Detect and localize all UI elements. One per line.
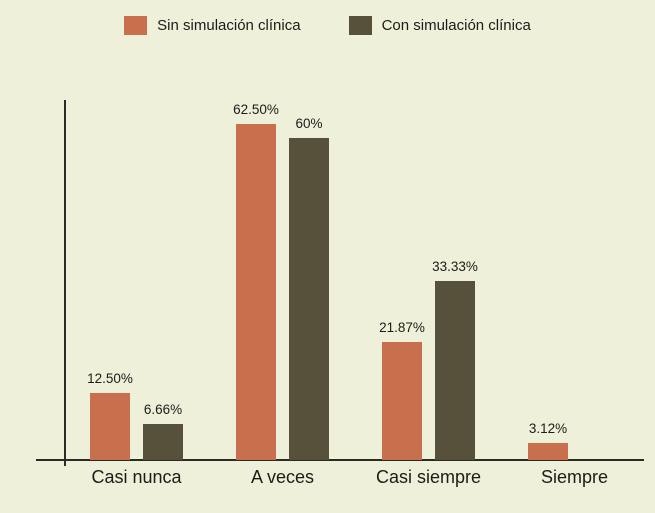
bar-value-label: 12.50%	[87, 371, 133, 386]
bar-value-label: 21.87%	[379, 320, 425, 335]
bar-sin-a-veces: 62.50%	[233, 102, 279, 460]
chart-legend: Sin simulación clínica Con simulación clí…	[0, 16, 655, 35]
bar-con-a-veces: 60%	[289, 116, 329, 460]
bars-area: 12.50% 6.66% 62.50% 60% 21.87% 33.33% 3.12%	[66, 100, 645, 460]
bar-con-casi-siempre: 33.33%	[432, 259, 478, 460]
legend-label: Sin simulación clínica	[157, 17, 301, 34]
bar-group-casi-siempre: 21.87% 33.33%	[379, 259, 478, 460]
legend-item-sin-simulacion-clinica: Sin simulación clínica	[124, 16, 301, 35]
bar-sin-siempre: 3.12%	[528, 421, 568, 460]
bar-value-label: 6.66%	[143, 402, 183, 417]
bar-sin-casi-siempre: 21.87%	[379, 320, 425, 460]
legend-label: Con simulación clínica	[381, 17, 531, 34]
bar-value-label: 62.50%	[233, 102, 279, 117]
legend-swatch-2	[348, 16, 372, 35]
legend-item-con-simulacion-clinica: Con simulación clínica	[348, 16, 531, 35]
y-axis-line	[64, 100, 66, 466]
x-axis-label-casi-nunca: Casi nunca	[91, 467, 182, 487]
x-axis-line	[36, 459, 644, 461]
bar-group-a-veces: 62.50% 60%	[233, 102, 329, 460]
x-axis-label-casi-siempre: Casi siempre	[375, 467, 482, 487]
plot-area: 12.50% 6.66% 62.50% 60% 21.87% 33.33% 3.12%	[66, 100, 645, 460]
bar-value-label: 33.33%	[432, 259, 478, 274]
bar-group-casi-nunca: 12.50% 6.66%	[87, 371, 183, 460]
bar-value-label: 3.12%	[528, 421, 568, 436]
x-axis-label-siempre: Siempre	[540, 467, 609, 487]
x-axis-labels: Casi nunca A veces Casi siempre Siempre	[66, 467, 645, 488]
bar-group-siempre: 3.12%	[528, 421, 621, 460]
bar-sin-casi-nunca: 12.50%	[87, 371, 133, 460]
bar-value-label: 60%	[295, 116, 323, 131]
legend-swatch-1	[124, 16, 148, 35]
bar-con-casi-nunca: 6.66%	[143, 402, 183, 460]
x-axis-label-a-veces: A veces	[250, 467, 315, 487]
